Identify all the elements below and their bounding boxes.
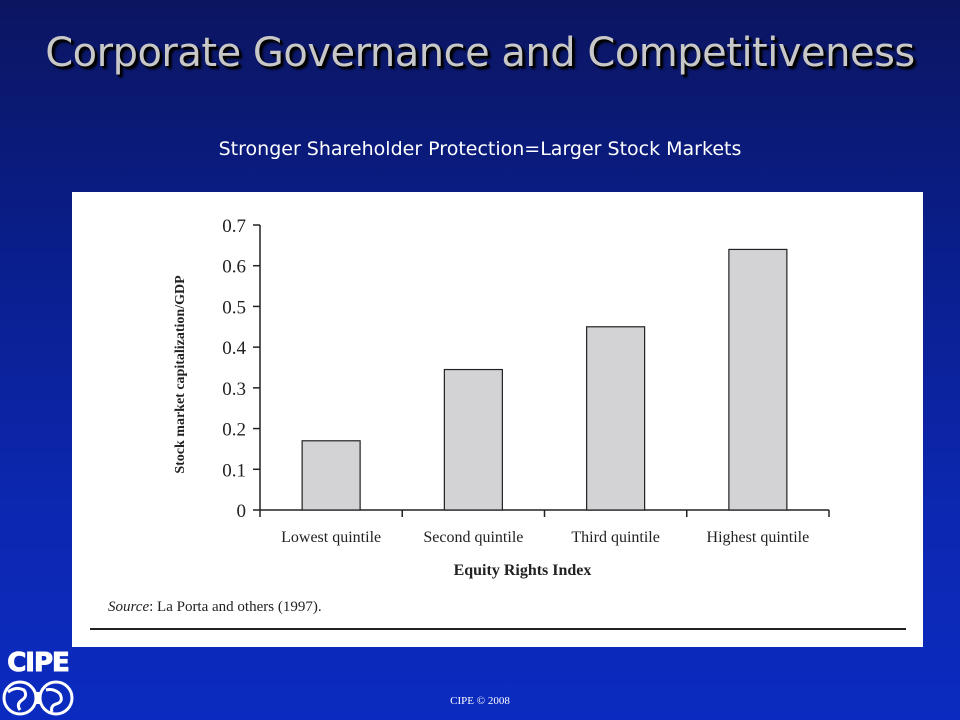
y-axis-title: Stock market capitalization/GDP bbox=[173, 275, 188, 474]
y-axis: 0 0.1 0.2 0.3 0.4 0.5 0.6 0.7 bbox=[222, 216, 261, 522]
chart-panel: 0 0.1 0.2 0.3 0.4 0.5 0.6 0.7 Lowest quintile Se… bbox=[72, 192, 923, 647]
y-tick-label: 0.2 bbox=[222, 420, 246, 441]
logo-text: CIPE bbox=[7, 648, 71, 678]
source-note: Source: La Porta and others (1997). bbox=[108, 599, 322, 616]
slide-subtitle: Stronger Shareholder Protection=Larger S… bbox=[218, 138, 742, 160]
x-tick-label: Second quintile bbox=[423, 529, 523, 546]
y-tick-label: 0.1 bbox=[222, 460, 246, 481]
y-tick-label: 0.4 bbox=[222, 338, 246, 359]
y-tick-label: 0 bbox=[237, 501, 247, 522]
bar bbox=[728, 248, 788, 511]
x-tick-label: Highest quintile bbox=[707, 529, 810, 546]
x-tick-label: Third quintile bbox=[571, 529, 659, 546]
bar-chart: 0 0.1 0.2 0.3 0.4 0.5 0.6 0.7 Lowest quintile Se… bbox=[90, 216, 906, 630]
footer-copyright: CIPE © 2008 bbox=[450, 695, 510, 707]
bars bbox=[301, 248, 788, 511]
y-tick-label: 0.3 bbox=[222, 379, 246, 400]
axis-labels: Equity Rights Index Stock market capitali… bbox=[173, 275, 591, 579]
slide-title: Corporate Governance and Competitiveness bbox=[45, 30, 915, 76]
bar bbox=[301, 440, 361, 511]
y-tick-label: 0.5 bbox=[222, 297, 246, 318]
y-tick-label: 0.6 bbox=[222, 257, 246, 278]
x-axis-title: Equity Rights Index bbox=[454, 562, 592, 579]
bar bbox=[586, 326, 646, 511]
bar bbox=[443, 368, 503, 511]
x-axis: Lowest quintile Second quintile Third quin… bbox=[259, 509, 830, 546]
cipe-logo: CIPE bbox=[0, 649, 76, 720]
x-tick-label: Lowest quintile bbox=[281, 529, 381, 546]
globe-logo-icon bbox=[2, 680, 74, 716]
source-text: : La Porta and others (1997). bbox=[149, 599, 322, 615]
y-tick-label: 0.7 bbox=[222, 216, 246, 237]
source-label: Source bbox=[108, 599, 150, 615]
